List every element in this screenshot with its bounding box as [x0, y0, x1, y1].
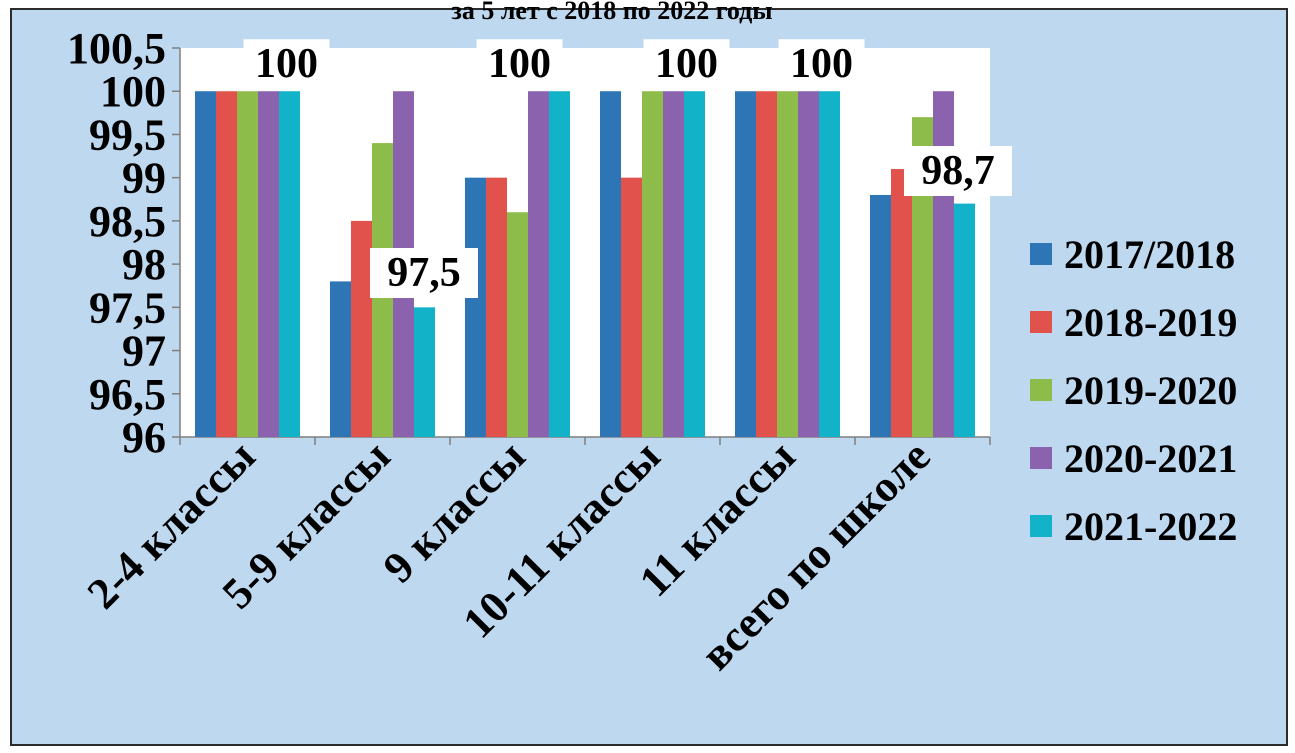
bar: [216, 91, 237, 437]
y-tick-label: 99: [122, 154, 166, 203]
bar: [330, 281, 351, 437]
y-tick-label: 96,5: [89, 370, 166, 419]
legend-swatch: [1030, 311, 1052, 333]
plot-area: [180, 48, 990, 437]
y-tick-label: 97,5: [89, 283, 166, 332]
data-label-box: [643, 39, 730, 90]
y-tick-label: 98: [122, 240, 166, 289]
bar: [237, 91, 258, 437]
bar: [279, 91, 300, 437]
bar: [912, 117, 933, 438]
legend-label: 2018-2019: [1064, 299, 1238, 345]
data-label-box: [476, 39, 563, 90]
bar: [954, 203, 975, 437]
legend-label: 2019-2020: [1064, 367, 1238, 413]
bar: [465, 177, 486, 437]
data-label: 98,7: [921, 148, 995, 194]
data-label: 100: [255, 41, 318, 87]
y-tick-label: 97: [122, 327, 166, 376]
data-label: 100: [655, 41, 718, 87]
bar: [414, 307, 435, 437]
bar: [870, 194, 891, 437]
data-label-box: [778, 39, 865, 90]
y-tick-label: 100,5: [67, 24, 166, 73]
bar: [819, 91, 840, 437]
data-label-box: [370, 248, 478, 298]
bar: [195, 91, 216, 437]
bar: [351, 220, 372, 437]
bar: [933, 91, 954, 437]
bar: [621, 177, 642, 437]
bar: [600, 91, 621, 437]
legend-label: 2017/2018: [1064, 231, 1236, 277]
x-tick-label: всего по школе: [692, 431, 940, 679]
legend-item: 2017/2018: [1030, 220, 1290, 288]
bar: [756, 91, 777, 437]
legend-item: 2021-2022: [1030, 492, 1290, 560]
y-tick-label: 98,5: [89, 197, 166, 246]
legend-item: 2018-2019: [1030, 288, 1290, 356]
legend-swatch: [1030, 515, 1052, 537]
data-label: 100: [790, 41, 853, 87]
bar: [663, 91, 684, 437]
bar: [735, 91, 756, 437]
data-label: 100: [488, 41, 551, 87]
data-label: 97,5: [387, 250, 461, 296]
legend: 2017/2018 2018-2019 2019-2020 2020-2021 2021…: [1030, 220, 1290, 560]
bar: [528, 91, 549, 437]
bar: [891, 169, 912, 437]
legend-label: 2020-2021: [1064, 435, 1238, 481]
bar: [549, 91, 570, 437]
legend-swatch: [1030, 243, 1052, 265]
legend-swatch: [1030, 379, 1052, 401]
legend-label: 2021-2022: [1064, 503, 1238, 549]
bar: [642, 91, 663, 437]
bar: [507, 212, 528, 437]
data-label-box: [243, 39, 330, 90]
bar: [798, 91, 819, 437]
bar: [777, 91, 798, 437]
bar: [486, 177, 507, 437]
bar: [684, 91, 705, 437]
chart-title: за 5 лет с 2018 по 2022 годы: [451, 0, 773, 25]
y-tick-label: 96: [122, 413, 166, 462]
y-tick-label: 99,5: [89, 110, 166, 159]
bar: [258, 91, 279, 437]
legend-swatch: [1030, 447, 1052, 469]
y-tick-label: 100: [100, 67, 166, 116]
legend-item: 2020-2021: [1030, 424, 1290, 492]
data-label-box: [904, 146, 1012, 196]
legend-item: 2019-2020: [1030, 356, 1290, 424]
